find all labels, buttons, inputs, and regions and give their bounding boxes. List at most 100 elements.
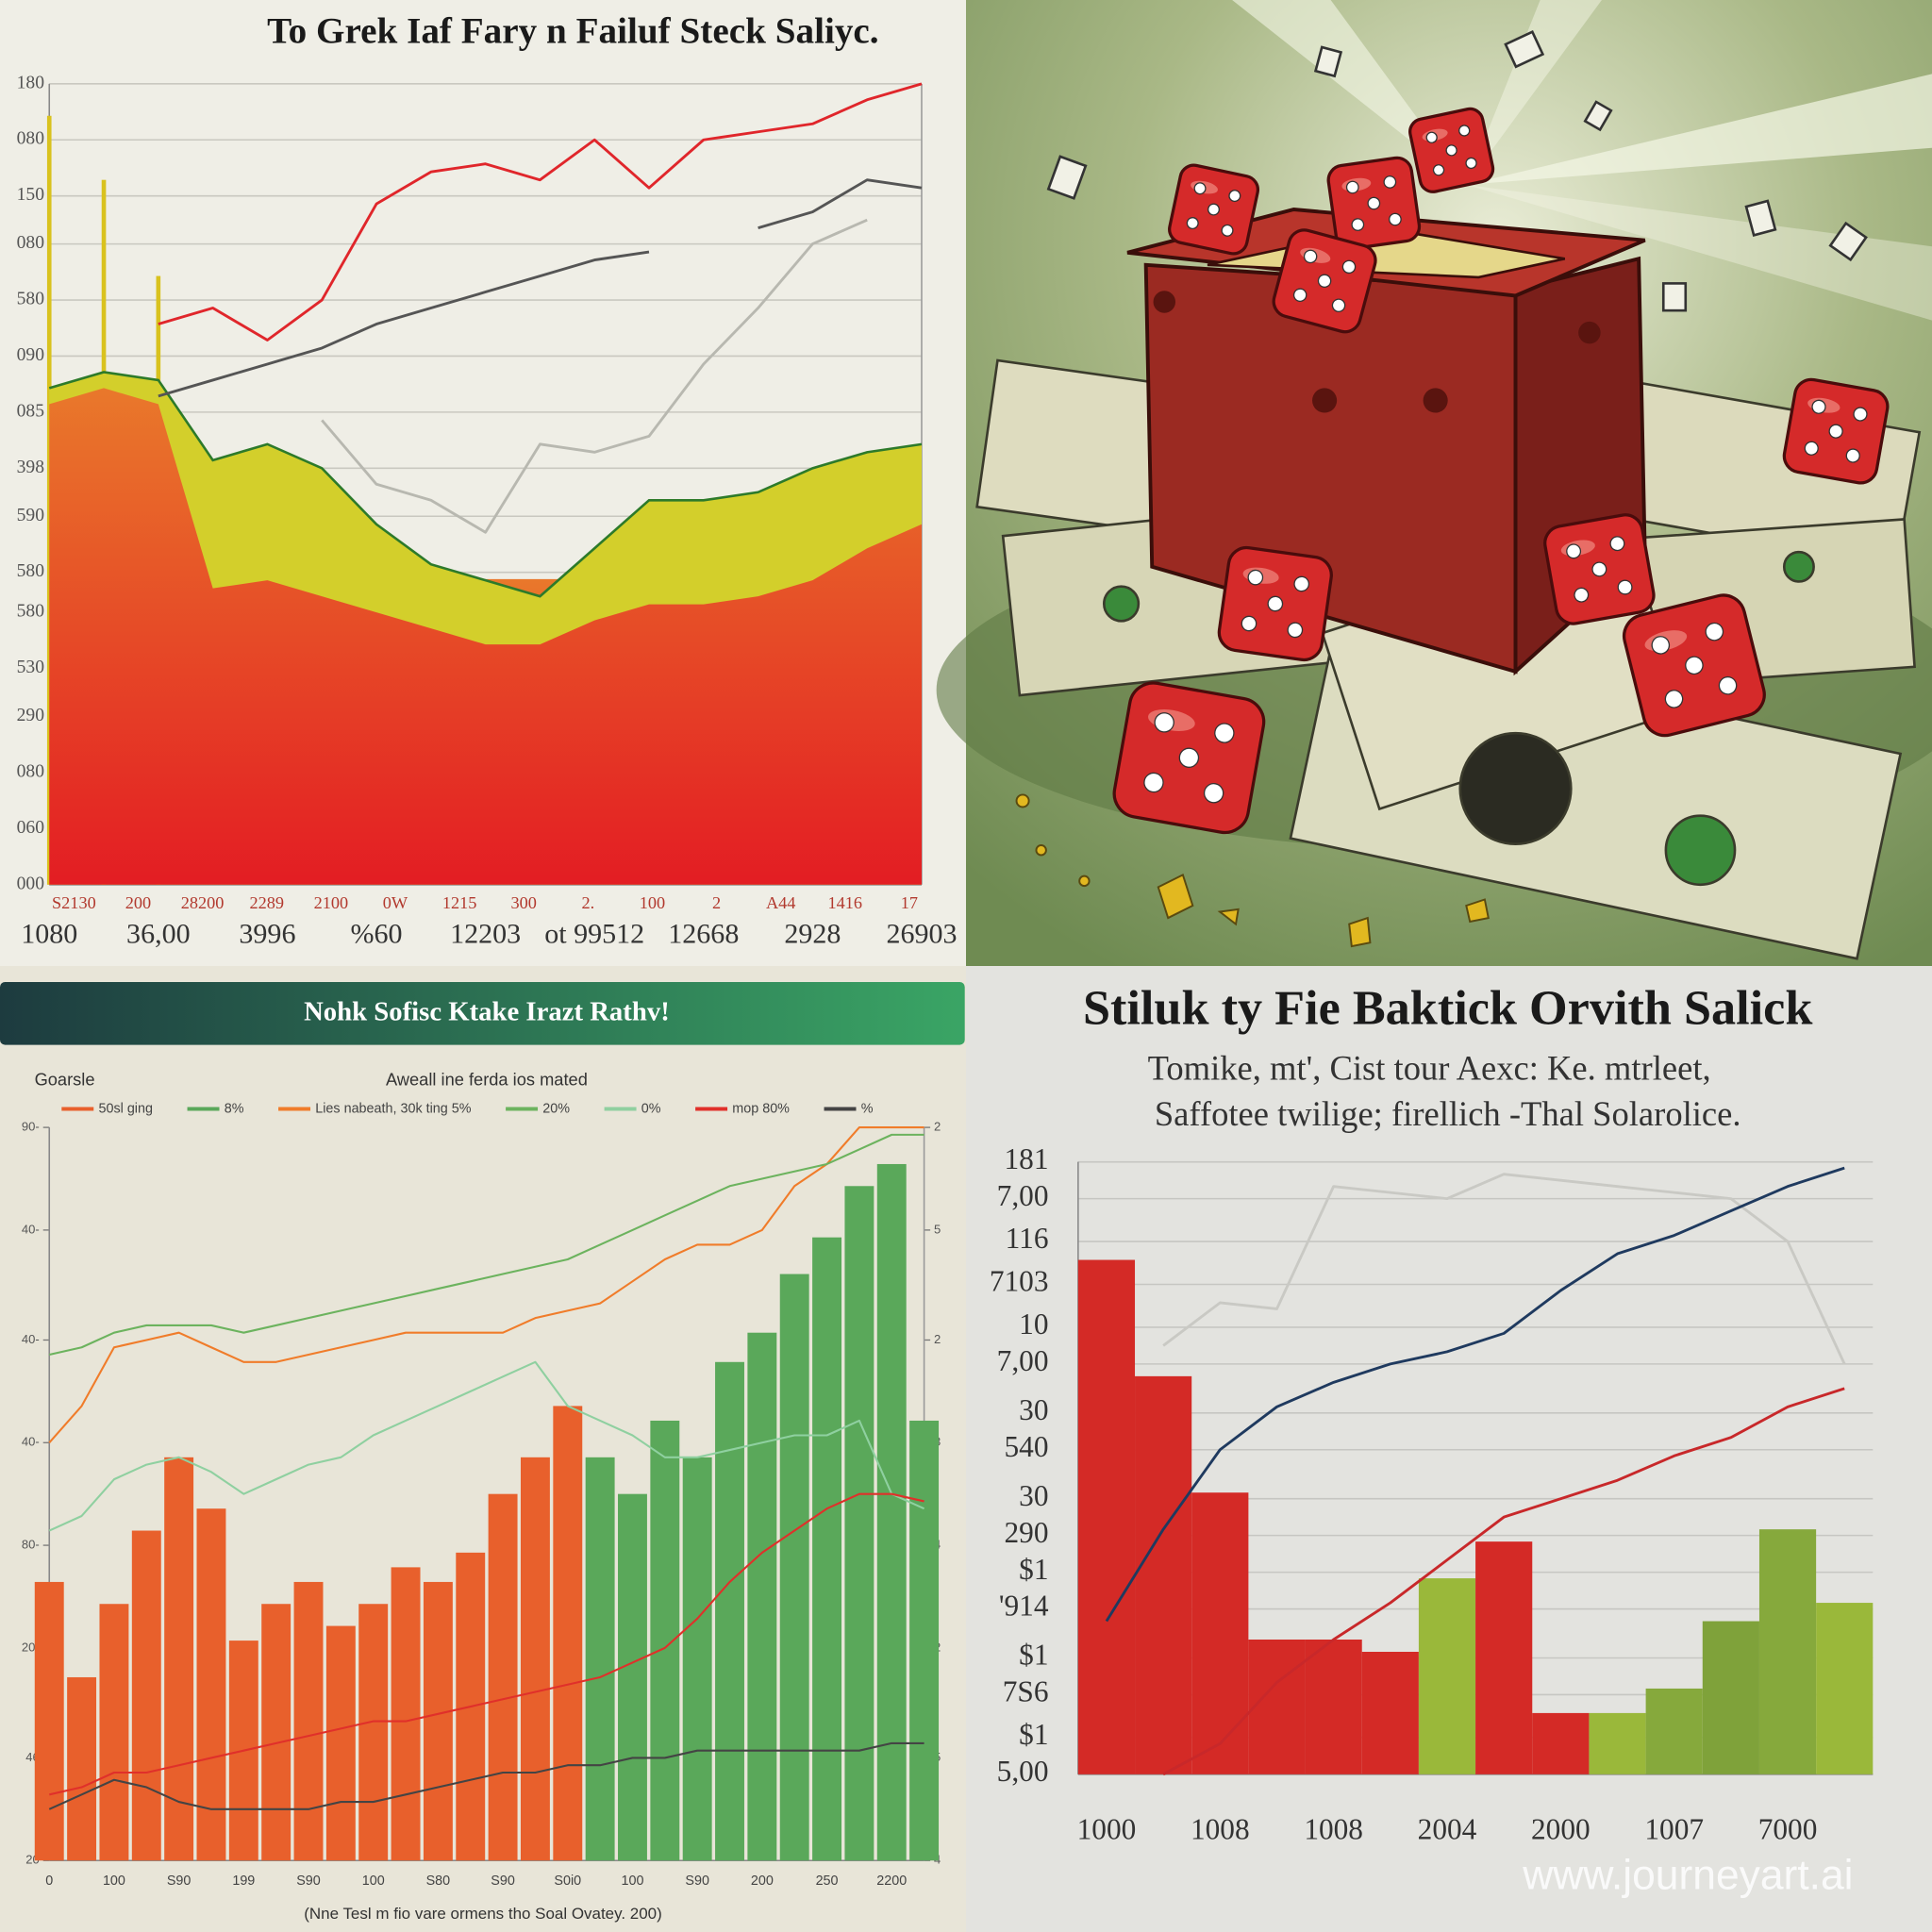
caption: (Nne Tesl m fio vare ormens tho Soal Ova… bbox=[304, 1905, 661, 1923]
banner bbox=[0, 981, 965, 1045]
bar bbox=[909, 1420, 940, 1861]
die-pip bbox=[1432, 164, 1445, 176]
y-tick-label: 40- bbox=[22, 1222, 40, 1236]
bar bbox=[812, 1237, 842, 1861]
illustration-shape bbox=[1348, 916, 1372, 948]
die bbox=[1112, 681, 1266, 835]
y-tick-label: $1 bbox=[1019, 1639, 1048, 1672]
illustration-shape bbox=[1217, 908, 1240, 926]
y-tick-label: 7103 bbox=[990, 1265, 1049, 1298]
y-tick-label: 290 bbox=[1005, 1516, 1049, 1549]
x-tick-label: 0 bbox=[45, 1874, 53, 1889]
legend-label: 0% bbox=[641, 1101, 661, 1116]
x-tick-label: S90 bbox=[167, 1874, 192, 1889]
y-tick-label: 580 bbox=[17, 561, 45, 581]
die bbox=[1408, 107, 1495, 193]
die-pip bbox=[1664, 690, 1684, 708]
line bbox=[49, 1133, 924, 1357]
illustration-shape bbox=[1015, 793, 1490, 948]
y2-tick-label: 5 bbox=[934, 1222, 941, 1236]
x-tick-label: 3996 bbox=[239, 919, 295, 950]
illustration-shape bbox=[1744, 199, 1777, 237]
y-tick-label: 30 bbox=[1019, 1393, 1048, 1426]
x-tick-label: 200 bbox=[751, 1874, 774, 1889]
chart-subtitle: Tomike, mt', Cist tour Aexc: Ke. mtrleet… bbox=[1148, 1049, 1711, 1088]
x-tick-label: 199 bbox=[232, 1874, 255, 1889]
illustration-shape bbox=[1046, 155, 1088, 200]
bar bbox=[99, 1604, 129, 1861]
illustration-shape bbox=[1312, 388, 1338, 413]
bar bbox=[1418, 1578, 1476, 1774]
die-pip bbox=[1303, 249, 1318, 264]
line bbox=[158, 178, 923, 398]
bar bbox=[196, 1508, 226, 1861]
line bbox=[1162, 1173, 1846, 1365]
x-tick-label: 2000 bbox=[1531, 1812, 1591, 1845]
bar bbox=[1758, 1529, 1817, 1774]
y-tick-label: 540 bbox=[1005, 1430, 1049, 1463]
die-pip bbox=[1292, 288, 1307, 302]
chart-title: Nohk Sofisc Ktake Irazt Rathv! bbox=[304, 997, 670, 1027]
x-secondary-label: 100 bbox=[640, 893, 665, 912]
chart-title: To Grek Iaf Fary n Failuf Steck Saliyc. bbox=[267, 11, 879, 52]
die-pip bbox=[1574, 587, 1590, 603]
die-pip bbox=[1591, 561, 1607, 577]
die-pip bbox=[1178, 747, 1200, 768]
y-tick-label: 10 bbox=[1019, 1307, 1048, 1341]
x-tick-label: ot 99512 bbox=[544, 919, 644, 950]
y-tick-label: 000 bbox=[17, 874, 45, 893]
x-secondary-label: 1215 bbox=[442, 893, 477, 912]
die-pip bbox=[1247, 569, 1264, 586]
bar bbox=[585, 1457, 615, 1861]
illustration-shape bbox=[1102, 585, 1141, 623]
x-tick-label: 26903 bbox=[886, 919, 957, 950]
die bbox=[1782, 377, 1890, 485]
die-pip bbox=[1228, 190, 1241, 203]
x-secondary-label: 300 bbox=[510, 893, 536, 912]
y-tick-label: 116 bbox=[1006, 1222, 1049, 1255]
x-tick-label: 36,00 bbox=[126, 919, 191, 950]
bar bbox=[520, 1457, 550, 1861]
y2-tick-label: 2 bbox=[934, 1332, 941, 1346]
x-tick-label: 2004 bbox=[1418, 1812, 1477, 1845]
line bbox=[1162, 1387, 1845, 1776]
bar bbox=[488, 1493, 518, 1861]
y-tick-label: 7,00 bbox=[997, 1344, 1049, 1377]
bar bbox=[67, 1676, 97, 1861]
bar bbox=[1589, 1712, 1646, 1774]
chart-title: Stiluk ty Fie Baktick Orvith Salick bbox=[1083, 981, 1812, 1036]
y-tick-label: 290 bbox=[17, 706, 45, 725]
bar bbox=[1135, 1375, 1192, 1774]
x-secondary-label: A44 bbox=[766, 893, 795, 912]
die-pip bbox=[1383, 175, 1397, 189]
illustration-shape bbox=[1466, 184, 1932, 321]
die-pip bbox=[1804, 441, 1819, 456]
illustration-shape bbox=[1035, 844, 1047, 857]
bar bbox=[325, 1625, 356, 1861]
chart-subtitle: Aweall ine ferda ios mated bbox=[386, 1069, 588, 1089]
chart: 1817,001167103107,003054030290$1'914$17S… bbox=[990, 1142, 1874, 1845]
illustration-shape bbox=[1828, 221, 1868, 262]
die-pip bbox=[1465, 157, 1477, 170]
y-tick-label: 398 bbox=[17, 458, 45, 477]
die-pip bbox=[1853, 407, 1868, 422]
y-tick-label: 080 bbox=[17, 233, 45, 253]
line bbox=[158, 82, 923, 341]
die-pip bbox=[1241, 615, 1257, 632]
bar bbox=[1077, 1259, 1136, 1774]
y-tick-label: 30 bbox=[1019, 1479, 1048, 1512]
illustration-shape bbox=[1465, 898, 1490, 924]
y-tick-label: 530 bbox=[17, 658, 45, 677]
bar bbox=[164, 1457, 194, 1861]
die-pip bbox=[1445, 144, 1457, 157]
bar bbox=[1702, 1621, 1759, 1774]
x-tick-label: %60 bbox=[350, 919, 402, 950]
x-tick-label: S80 bbox=[426, 1874, 451, 1889]
illustration-shape bbox=[1423, 388, 1448, 413]
die-pip bbox=[1617, 579, 1633, 595]
bar bbox=[1361, 1651, 1419, 1774]
die-pip bbox=[1718, 675, 1738, 695]
die-pip bbox=[1293, 575, 1310, 592]
legend-label: 50sl ging bbox=[98, 1101, 152, 1116]
